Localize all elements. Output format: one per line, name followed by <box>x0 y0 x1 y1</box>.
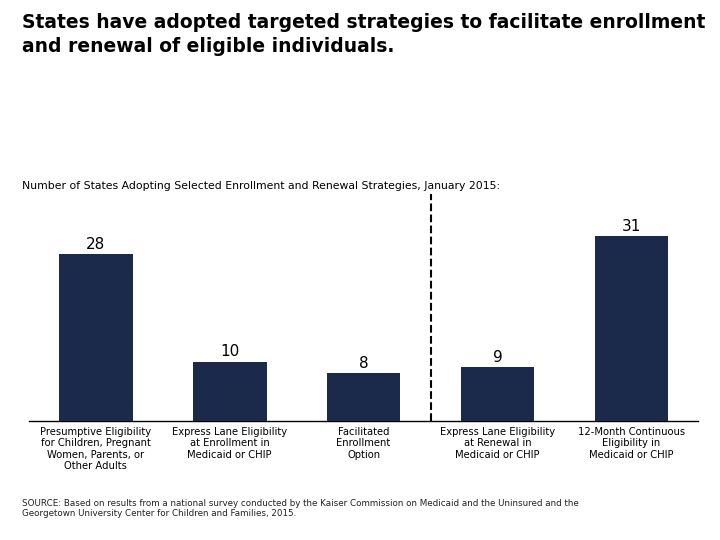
Text: Facilitated
Enrollment
Option: Facilitated Enrollment Option <box>336 427 391 460</box>
Text: Express Lane Eligibility
at Enrollment in
Medicaid or CHIP: Express Lane Eligibility at Enrollment i… <box>172 427 287 460</box>
Bar <box>59 254 132 421</box>
Bar <box>327 374 400 421</box>
Text: Express Lane Eligibility
at Renewal in
Medicaid or CHIP: Express Lane Eligibility at Renewal in M… <box>440 427 555 460</box>
Text: 9: 9 <box>492 350 503 365</box>
Bar <box>595 236 668 421</box>
Text: 31: 31 <box>622 219 641 234</box>
Bar <box>461 368 534 421</box>
Text: THE HENRY
KAISER
FAMILY
FOUNDATION: THE HENRY KAISER FAMILY FOUNDATION <box>623 480 680 522</box>
Bar <box>193 361 266 421</box>
Text: Presumptive Eligibility
for Children, Pregnant
Women, Parents, or
Other Adults: Presumptive Eligibility for Children, Pr… <box>40 427 151 471</box>
Text: 8: 8 <box>359 356 369 371</box>
Text: 28: 28 <box>86 237 105 252</box>
Text: 12-Month Continuous
Eligibility in
Medicaid or CHIP: 12-Month Continuous Eligibility in Medic… <box>578 427 685 460</box>
Text: Number of States Adopting Selected Enrollment and Renewal Strategies, January 20: Number of States Adopting Selected Enrol… <box>22 181 500 191</box>
Text: States have adopted targeted strategies to facilitate enrollment
and renewal of : States have adopted targeted strategies … <box>22 14 705 56</box>
Text: 10: 10 <box>220 344 239 359</box>
Text: SOURCE: Based on results from a national survey conducted by the Kaiser Commissi: SOURCE: Based on results from a national… <box>22 499 578 518</box>
